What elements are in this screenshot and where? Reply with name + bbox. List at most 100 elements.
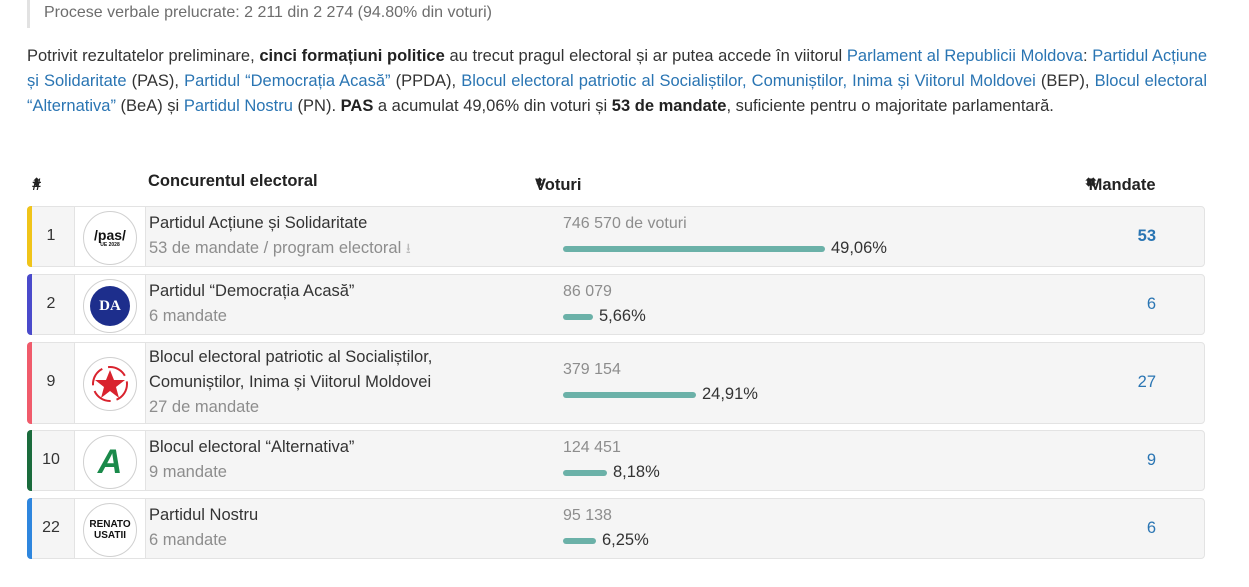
vote-bar: 5,66% xyxy=(563,307,646,327)
intro-text: (PPDA), xyxy=(390,72,462,90)
link-bea[interactable]: Blocul electoral “Alternativa” xyxy=(27,72,1207,115)
party-color-stripe xyxy=(27,498,32,559)
link-pas[interactable]: Partidul Acțiune și Solidaritate xyxy=(27,47,1208,90)
pas-logo: /pas/ UE 2028 xyxy=(83,211,137,265)
header-name: Concurentul electoral xyxy=(148,172,318,190)
vote-count: 95 138 xyxy=(563,507,612,524)
ppda-logo-circle: DA xyxy=(90,286,130,326)
intro-text: au trecut pragul electoral și ar putea a… xyxy=(444,47,847,65)
vote-count: 86 079 xyxy=(563,283,612,300)
link-pn[interactable]: Partidul Nostru xyxy=(183,97,293,115)
vote-count: 379 154 xyxy=(563,361,621,378)
ppda-logo: DA xyxy=(83,279,137,333)
row-number: 10 xyxy=(42,451,60,468)
link-ppda[interactable]: Partidul “Democrația Acasă” xyxy=(184,72,391,90)
row-number: 9 xyxy=(46,373,56,390)
vote-percent: 5,66% xyxy=(599,307,646,325)
seat-count[interactable]: 27 xyxy=(1137,373,1156,391)
pn-logo-text: RENATO xyxy=(89,519,131,530)
party-name[interactable]: Partidul “Democrația Acasă” 6 mandate xyxy=(149,279,354,329)
sort-icon: ⬍ xyxy=(535,177,545,189)
sort-icon: ⬍ xyxy=(1088,177,1098,189)
vote-percent: 8,18% xyxy=(613,463,660,481)
link-bep[interactable]: Blocul electoral patriotic al Socialiști… xyxy=(461,72,1036,90)
vote-bar: 24,91% xyxy=(563,385,758,405)
table-row[interactable]: 9 Blocul electoral patriotic al Socialiș… xyxy=(27,342,1205,424)
intro-bold: cinci formațiuni politice xyxy=(259,47,445,65)
vote-bar-fill xyxy=(563,391,696,398)
party-name-text: Partidul “Democrația Acasă” xyxy=(149,282,355,300)
intro-text: a acumulat 49,06% din voturi și xyxy=(373,97,612,115)
party-seats-sub: 9 mandate xyxy=(149,463,227,481)
sort-icon: ⬍ xyxy=(32,177,42,189)
seat-count[interactable]: 6 xyxy=(1146,295,1156,313)
seat-count[interactable]: 53 xyxy=(1137,227,1156,245)
download-icon[interactable]: ⭳ xyxy=(405,240,411,256)
vote-percent: 49,06% xyxy=(831,239,887,257)
vote-count: 124 451 xyxy=(563,439,621,456)
intro-text: Potrivit rezultatelor preliminare, xyxy=(27,47,260,65)
intro-bold: 53 de mandate xyxy=(611,97,727,115)
party-name-text-line2: Comuniștilor, Inima și Viitorul Moldovei xyxy=(149,373,432,391)
intro-paragraph: Potrivit rezultatelor preliminare, cinci… xyxy=(27,44,1207,119)
intro-text: (BEP), xyxy=(1035,72,1095,90)
party-name[interactable]: Blocul electoral “Alternativa” 9 mandate xyxy=(149,435,354,485)
header-num-label: # xyxy=(32,176,42,194)
vote-percent: 24,91% xyxy=(702,385,758,403)
link-parlament[interactable]: Parlament al Republicii Moldova xyxy=(846,47,1083,65)
vote-bar-fill xyxy=(563,537,596,544)
bea-logo: A xyxy=(83,435,137,489)
pas-logo-text: /pas/ xyxy=(94,227,126,243)
logo-cell: /pas/ UE 2028 xyxy=(74,207,146,266)
sort-icon: ⬍ xyxy=(1084,177,1094,189)
vote-bar-fill xyxy=(563,469,607,476)
party-name-text: Partidul Nostru xyxy=(149,506,259,524)
intro-text: , suficiente pentru o majoritate parlame… xyxy=(726,97,1054,115)
intro-text: (PAS), xyxy=(126,72,185,90)
pn-logo-sub: USATII xyxy=(93,530,127,541)
intro-text: (PN). xyxy=(292,97,341,115)
party-seats-sub: 27 de mandate xyxy=(149,398,260,416)
processing-note: Procese verbale prelucrate: 2 211 din 2 … xyxy=(27,0,492,28)
party-name-text: Blocul electoral “Alternativa” xyxy=(149,438,355,456)
header-seats[interactable]: ⬍ Mandate ⬍ xyxy=(1084,172,1156,194)
logo-cell: RENATO USATII xyxy=(74,499,146,558)
party-name[interactable]: Blocul electoral patriotic al Socialiști… xyxy=(149,345,432,420)
party-name-text: Partidul Acțiune și Solidaritate xyxy=(149,214,368,232)
table-header: # ⬍ Concurentul electoral ⬍ Voturi ⬍ Man… xyxy=(27,168,1207,194)
intro-text: (BeA) și xyxy=(115,97,184,115)
table-row[interactable]: 22 RENATO USATII Partidul Nostru 6 mandat… xyxy=(27,498,1205,559)
party-color-stripe xyxy=(27,430,32,491)
logo-cell xyxy=(74,343,146,423)
vote-bar: 6,25% xyxy=(563,531,649,551)
pn-logo: RENATO USATII xyxy=(83,503,137,557)
bep-logo xyxy=(83,357,137,411)
vote-count: 746 570 de voturi xyxy=(563,215,687,232)
vote-bar: 8,18% xyxy=(563,463,660,483)
table-row[interactable]: 10 A Blocul electoral “Alternativa” 9 man… xyxy=(27,430,1205,491)
seat-count[interactable]: 6 xyxy=(1146,519,1156,537)
logo-cell: A xyxy=(74,431,146,490)
party-color-stripe xyxy=(27,274,32,335)
intro-bold: PAS xyxy=(340,97,374,115)
party-name[interactable]: Partidul Acțiune și Solidaritate 53 de ma… xyxy=(149,211,411,261)
logo-cell: DA xyxy=(74,275,146,334)
intro-text: : xyxy=(1082,47,1093,65)
party-seats-sub: 6 mandate xyxy=(149,307,227,325)
star-icon xyxy=(92,366,128,402)
header-votes-label: Voturi xyxy=(535,176,582,194)
pas-logo-sub: UE 2028 xyxy=(100,242,120,248)
vote-bar-fill xyxy=(563,245,825,252)
seat-count[interactable]: 9 xyxy=(1146,451,1156,469)
party-color-stripe xyxy=(27,206,32,267)
bea-logo-letter: A xyxy=(97,442,123,481)
vote-bar-fill xyxy=(563,313,593,320)
table-row[interactable]: 1 /pas/ UE 2028 Partidul Acțiune și Soli… xyxy=(27,206,1205,267)
vote-percent: 6,25% xyxy=(602,531,649,549)
party-color-stripe xyxy=(27,342,32,424)
row-number: 2 xyxy=(46,295,56,312)
party-name[interactable]: Partidul Nostru 6 mandate xyxy=(149,503,258,553)
party-seats-sub: 6 mandate xyxy=(149,531,227,549)
table-row[interactable]: 2 DA Partidul “Democrația Acasă” 6 mandat… xyxy=(27,274,1205,335)
header-seats-label: Mandate xyxy=(1088,176,1156,194)
